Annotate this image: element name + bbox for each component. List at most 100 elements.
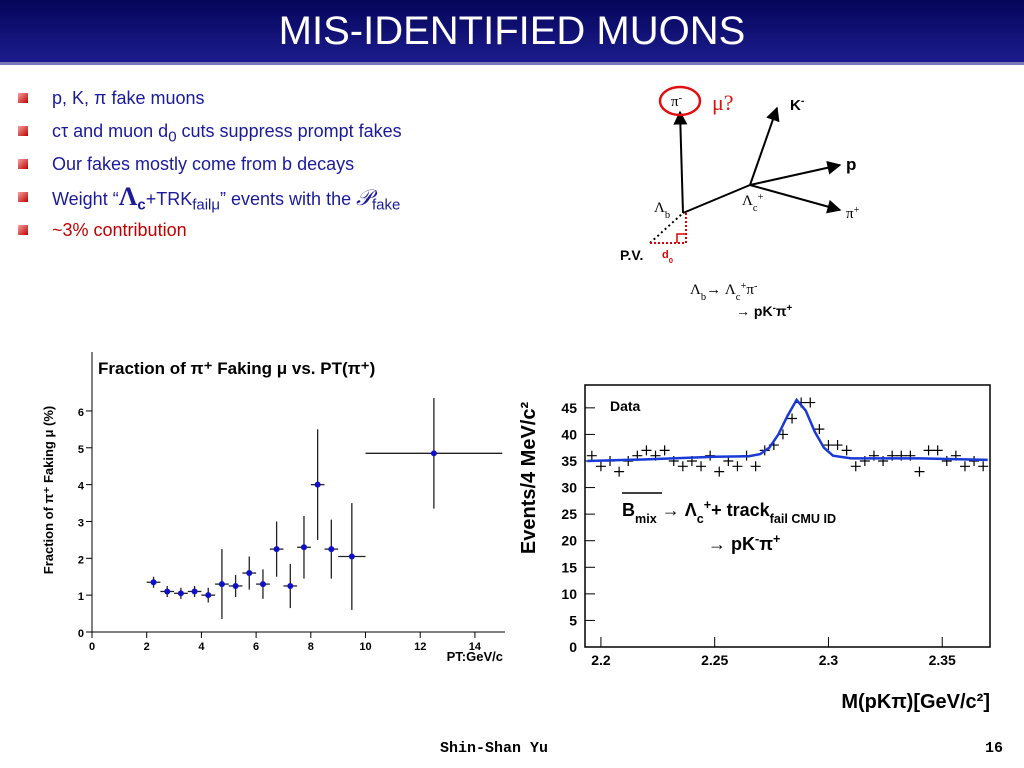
label-pv: P.V. (620, 247, 643, 263)
bullet: Our fakes mostly come from b decays (18, 150, 578, 183)
text-part: + (773, 532, 780, 546)
text-part: π (846, 206, 854, 222)
data-point (823, 440, 834, 451)
page-number: 16 (985, 740, 1004, 757)
y-tick-label: 5 (78, 444, 84, 456)
text-part: Λ (690, 282, 701, 298)
y-tick-label: 35 (561, 453, 577, 469)
text-part: + (854, 205, 860, 216)
data-point (814, 424, 825, 435)
annotation: → pK-π+ (708, 532, 780, 554)
data-point (300, 544, 307, 551)
text-part: Weight “ (52, 189, 119, 209)
data-point (696, 461, 707, 472)
data-point (287, 582, 294, 589)
text-part: c (753, 203, 758, 214)
data-point (659, 445, 670, 456)
y-tick-label: 45 (561, 400, 577, 416)
text-part: π (671, 94, 679, 110)
text-part: 0 (669, 256, 673, 265)
legend-label: Data (610, 398, 641, 414)
text-part: → pK (736, 303, 773, 319)
data-point (273, 546, 280, 553)
y-tick-label: 4 (78, 481, 85, 493)
text-part: + (758, 192, 764, 203)
y-tick-label: 20 (561, 533, 577, 549)
label-lambda-c: Λc+ (742, 192, 764, 214)
y-tick-label: 1 (78, 591, 84, 603)
right-angle (676, 233, 686, 243)
text-part: 0 (168, 128, 177, 146)
bullet: ~3% contribution (18, 216, 578, 249)
text-part: fake (371, 196, 401, 214)
data-point (191, 588, 198, 595)
bullet: cτ and muon d0 cuts suppress prompt fake… (18, 117, 578, 150)
y-tick-label: 0 (569, 639, 577, 655)
y-tick-label: 6 (78, 407, 84, 419)
y-tick-label: 25 (561, 506, 577, 522)
data-point (923, 445, 934, 456)
decay-diagram (649, 85, 842, 244)
text-part: → pK (708, 534, 755, 554)
text-part: Λ (118, 182, 138, 211)
text-part: π (746, 282, 754, 298)
text-part: 𝒫 (356, 185, 372, 210)
data-point (959, 461, 970, 472)
x-tick-label: 2.25 (701, 652, 728, 668)
text-part: b (701, 292, 706, 303)
label-pi-minus: π- (671, 93, 683, 111)
text-part: B (622, 500, 635, 520)
bullet: p, K, π fake muons (18, 84, 578, 117)
data-point (177, 590, 184, 597)
data-point (750, 461, 761, 472)
y-tick-label: 0 (78, 628, 84, 640)
data-point (246, 570, 253, 577)
x-tick-label: 2.2 (591, 652, 611, 668)
bullet-list: p, K, π fake muons cτ and muon d0 cuts su… (18, 84, 578, 249)
data-point (787, 413, 798, 424)
annotation: Bmix → Λc++ trackfail CMU ID (622, 498, 836, 526)
text-part: Our fakes mostly come from b decays (52, 154, 355, 174)
x-tick-label: 14 (469, 641, 482, 653)
track (682, 184, 751, 214)
track (749, 106, 780, 186)
label-proton: p (846, 155, 856, 174)
text-part: + track (711, 500, 771, 520)
label-d0: d0 (662, 249, 673, 265)
data-point (941, 455, 952, 466)
text-part: → Λ (657, 500, 697, 520)
text-part: Λ (654, 200, 665, 216)
data-point (232, 582, 239, 589)
x-tick-label: 6 (253, 641, 259, 653)
text-part: ~3% contribution (52, 220, 187, 240)
track (673, 110, 688, 214)
y-tick-label: 10 (561, 586, 577, 602)
data-point (641, 445, 652, 456)
y-tick-label: 5 (569, 612, 577, 628)
text-part: K (790, 97, 801, 114)
x-tick-label: 12 (414, 641, 426, 653)
text-part: p, K, π fake muons (52, 88, 205, 108)
data-point (259, 581, 266, 588)
text-part: c (736, 292, 741, 303)
text-part: d (662, 249, 669, 261)
data-point (677, 461, 688, 472)
text-part: - (679, 93, 683, 104)
text-part: → Λ (706, 282, 736, 298)
highlight-circle (658, 85, 702, 117)
data-point (150, 579, 157, 586)
data-point (850, 461, 861, 472)
text-part: - (801, 95, 805, 107)
y-tick-label: 3 (78, 517, 84, 529)
text-part: π (776, 303, 787, 319)
text-part: + (787, 303, 793, 314)
y-tick-label: 30 (561, 480, 577, 496)
x-tick-label: 10 (359, 641, 371, 653)
label-lambda-b: Λb (654, 200, 670, 221)
y-axis-label: Fraction of π⁺ Faking μ (%) (41, 406, 56, 575)
decay-chain: → pK-π+ (736, 303, 793, 320)
x-tick-label: 2.3 (819, 652, 839, 668)
